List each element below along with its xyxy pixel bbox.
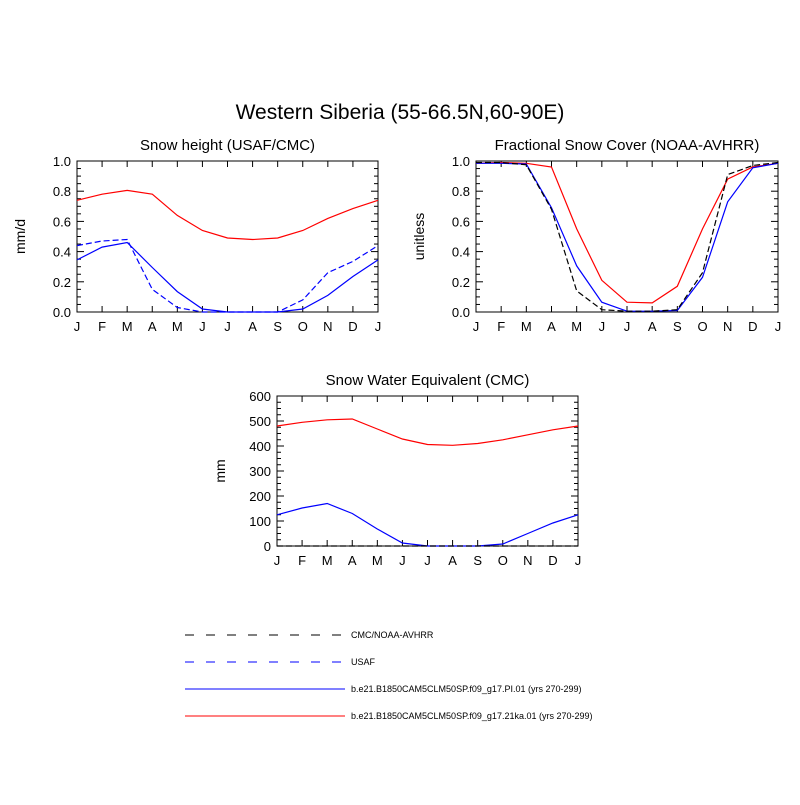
height-y-tick-label: 1.0	[53, 154, 71, 169]
height-x-tick-label: A	[148, 319, 157, 334]
height-y-tick-label: 0.4	[53, 245, 71, 260]
cover-x-tick-label: J	[624, 319, 631, 334]
legend-label-2: b.e21.B1850CAM5CLM50SP.f09_g17.PI.01 (yr…	[351, 684, 581, 694]
swe-x-tick-label: J	[274, 553, 281, 568]
swe-x-tick-label: A	[348, 553, 357, 568]
cover-plot-frame	[475, 160, 779, 313]
height-x-tick-label: F	[98, 319, 106, 334]
height-x-tick-label: D	[348, 319, 357, 334]
cover-x-tick-label: J	[599, 319, 606, 334]
cover-x-tick-label: D	[748, 319, 757, 334]
cover-y-axis-label: unitless	[411, 213, 427, 260]
height-y-tick-label: 0.2	[53, 275, 71, 290]
cover-x-tick-label: N	[723, 319, 732, 334]
height-panel-title: Snow height (USAF/CMC)	[140, 137, 315, 154]
height-x-tick-label: J	[74, 319, 81, 334]
height-plot-frame	[76, 160, 379, 313]
panels: Snow height (USAF/CMC)mm/dJ F M A M J J A S O N D J0…	[12, 137, 781, 568]
main-title: Western Siberia (55-66.5N,60-90E)	[236, 101, 565, 124]
swe-y-tick-label: 300	[249, 464, 271, 479]
swe-x-tick-label: M	[322, 553, 333, 568]
height-x-tick-label: J	[224, 319, 231, 334]
height-x-tick-label: A	[248, 319, 257, 334]
cover-x-tick-label: O	[697, 319, 707, 334]
cover-x-tick-label: F	[497, 319, 505, 334]
cover-y-tick-label: 0.4	[452, 245, 470, 260]
cover-y-tick-label: 0.0	[452, 305, 470, 320]
panel-cover: Fractional Snow Cover (NOAA-AVHRR) unitle…	[411, 137, 781, 334]
cover-series-blue	[476, 162, 779, 312]
height-x-tick-label: O	[298, 319, 308, 334]
swe-series-red	[276, 418, 579, 446]
cover-y-tick-label: 0.6	[452, 214, 470, 229]
height-x-tick-label: M	[172, 319, 183, 334]
height-x-tick-label: M	[122, 319, 133, 334]
cover-panel-title: Fractional Snow Cover (NOAA-AVHRR)	[495, 137, 760, 154]
height-y-tick-label: 0.8	[53, 184, 71, 199]
cover-y-tick-label: 1.0	[452, 154, 470, 169]
height-y-tick-label: 0.0	[53, 305, 71, 320]
swe-x-tick-label: J	[575, 553, 582, 568]
panel-swe: Snow Water Equivalent (CMC)mmJ F M A M J J A S O N…	[212, 372, 581, 568]
swe-y-tick-label: 400	[249, 439, 271, 454]
legend-label-3: b.e21.B1850CAM5CLM50SP.f09_g17.21ka.01 (…	[351, 711, 593, 721]
cover-x-tick-label: A	[648, 319, 657, 334]
height-series-red	[76, 189, 379, 241]
height-x-tick-label: J	[375, 319, 382, 334]
legend-label-1: USAF	[351, 657, 376, 667]
swe-y-axis-label: mm	[212, 459, 228, 482]
swe-y-tick-label: 500	[249, 414, 271, 429]
swe-x-tick-label: O	[498, 553, 508, 568]
swe-x-tick-label: M	[372, 553, 383, 568]
height-x-tick-label: S	[273, 319, 282, 334]
cover-x-tick-label: S	[673, 319, 682, 334]
cover-x-tick-label: J	[473, 319, 480, 334]
swe-x-tick-label: J	[424, 553, 431, 568]
swe-x-tick-label: J	[399, 553, 406, 568]
height-y-axis-label: mm/d	[12, 219, 28, 254]
cover-series-red	[475, 161, 779, 304]
cover-x-tick-label: M	[521, 319, 532, 334]
height-series-dashed-blue	[76, 238, 379, 313]
height-x-tick-label: J	[199, 319, 206, 334]
cover-x-tick-label: A	[547, 319, 556, 334]
height-x-tick-label: N	[323, 319, 332, 334]
swe-x-tick-label: A	[448, 553, 457, 568]
cover-y-tick-label: 0.8	[452, 184, 470, 199]
legend-label-0: CMC/NOAA-AVHRR	[351, 630, 434, 640]
swe-x-tick-label: F	[298, 553, 306, 568]
panel-height: Snow height (USAF/CMC)mm/dJ F M A M J J A S O N D J0…	[12, 137, 381, 334]
swe-y-tick-label: 100	[249, 514, 271, 529]
swe-x-tick-label: N	[523, 553, 532, 568]
swe-y-tick-label: 0	[264, 539, 271, 554]
swe-plot-frame	[276, 395, 579, 547]
swe-x-tick-label: S	[473, 553, 482, 568]
legend: CMC/NOAA-AVHRR USAF b.e21.B1850CAM5CLM50SP…	[185, 630, 593, 721]
swe-y-tick-label: 200	[249, 489, 271, 504]
swe-x-tick-label: D	[548, 553, 557, 568]
cover-series-dashed-black	[476, 161, 779, 312]
cover-x-tick-label: J	[775, 319, 782, 334]
height-series-blue	[76, 241, 379, 313]
swe-series-blue	[276, 502, 579, 547]
swe-y-tick-label: 600	[249, 389, 271, 404]
swe-panel-title: Snow Water Equivalent (CMC)	[326, 372, 530, 389]
cover-x-tick-label: M	[571, 319, 582, 334]
height-y-tick-label: 0.6	[53, 214, 71, 229]
cover-y-tick-label: 0.2	[452, 275, 470, 290]
